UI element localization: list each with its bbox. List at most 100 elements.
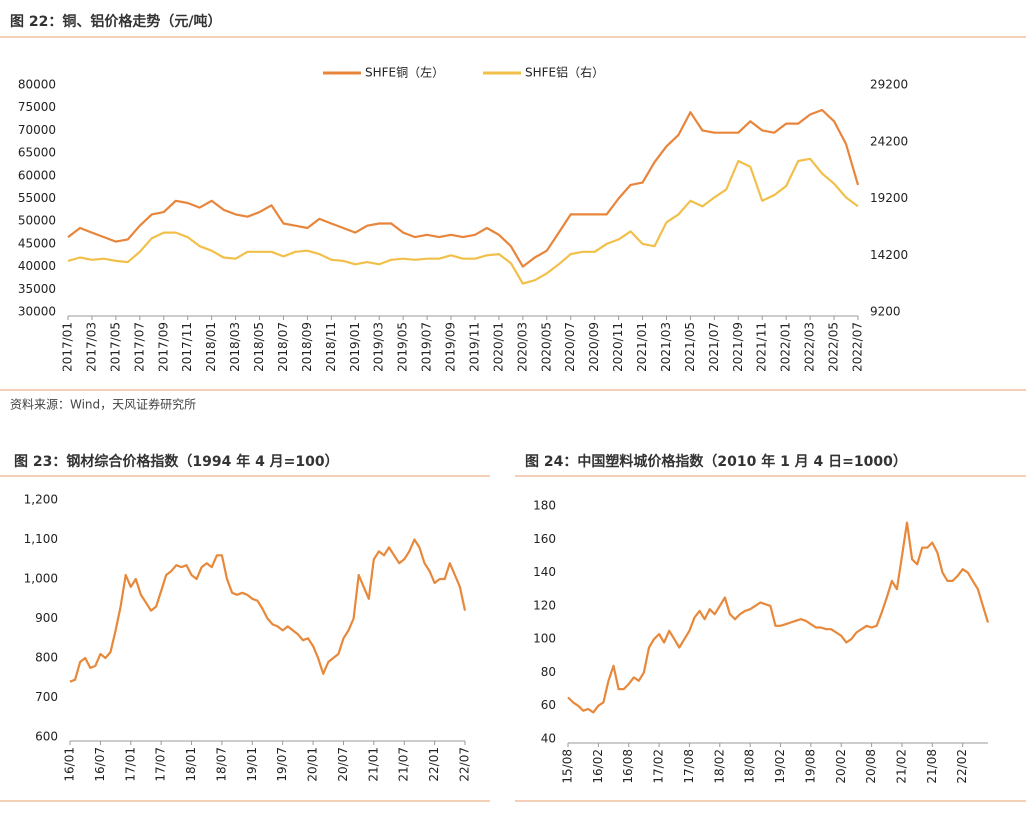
x-tick-label: 2017/09 <box>156 322 170 372</box>
y-tick-label: 160 <box>533 532 556 546</box>
x-tick-label: 2018/11 <box>324 322 338 372</box>
x-tick-label: 2021/03 <box>659 322 673 372</box>
y-tick-label: 80 <box>541 665 556 679</box>
chart-title: 图 24：中国塑料城价格指数（2010 年 1 月 4 日=1000） <box>525 453 907 470</box>
x-tick-label: 2021/01 <box>635 322 649 372</box>
y-tick-label: 1,200 <box>24 493 58 507</box>
x-tick-label: 2021/07 <box>707 322 721 372</box>
x-tick-label: 2018/01 <box>204 322 218 372</box>
y-tick-label: 65000 <box>18 146 56 160</box>
x-tick-label: 2019/11 <box>467 322 481 372</box>
x-tick-label: 16/07 <box>93 747 107 782</box>
x-tick-label: 2019/09 <box>444 322 458 372</box>
x-tick-label: 17/02 <box>652 749 666 784</box>
x-tick-label: 17/01 <box>123 747 137 782</box>
x-tick-label: 18/07 <box>214 747 228 782</box>
x-tick-label: 2020/01 <box>491 322 505 372</box>
x-tick-label: 2022/05 <box>827 322 841 372</box>
x-tick-label: 17/08 <box>682 749 696 784</box>
x-tick-label: 17/07 <box>154 747 168 782</box>
x-tick-label: 19/07 <box>275 747 289 782</box>
chart-title: 图 23：钢材综合价格指数（1994 年 4 月=100） <box>14 453 339 470</box>
x-tick-label: 2021/11 <box>755 322 769 372</box>
y-tick-label: 60 <box>541 698 556 712</box>
x-tick-label: 16/08 <box>621 749 635 784</box>
y-tick-label: 40 <box>541 732 556 746</box>
x-tick-label: 2019/05 <box>396 322 410 372</box>
x-tick-label: 2020/07 <box>563 322 577 372</box>
x-tick-label: 2020/11 <box>611 322 625 372</box>
y-tick-label: 45000 <box>18 236 56 250</box>
x-tick-label: 18/02 <box>712 749 726 784</box>
x-tick-label: 2020/05 <box>539 322 553 372</box>
y-tick-label: 700 <box>35 690 58 704</box>
x-tick-label: 16/01 <box>63 747 77 782</box>
y-tick-label: 60000 <box>18 168 56 182</box>
x-tick-label: 18/01 <box>184 747 198 782</box>
x-tick-label: 21/07 <box>397 747 411 782</box>
x-tick-label: 20/07 <box>336 747 350 782</box>
x-tick-label: 2017/05 <box>108 322 122 372</box>
x-tick-label: 2019/03 <box>372 322 386 372</box>
y2-tick-label: 14200 <box>870 248 908 262</box>
x-tick-label: 2017/07 <box>132 322 146 372</box>
y2-tick-label: 9200 <box>870 305 901 319</box>
x-tick-label: 20/02 <box>834 749 848 784</box>
x-tick-label: 15/08 <box>561 749 575 784</box>
x-tick-label: 2018/03 <box>228 322 242 372</box>
y-tick-label: 80000 <box>18 78 56 92</box>
x-tick-label: 2019/01 <box>348 322 362 372</box>
x-tick-label: 21/08 <box>925 749 939 784</box>
y-tick-label: 75000 <box>18 100 56 114</box>
y2-tick-label: 24200 <box>870 134 908 148</box>
x-tick-label: 21/01 <box>366 747 380 782</box>
x-tick-label: 2021/09 <box>731 322 745 372</box>
x-tick-label: 2020/03 <box>515 322 529 372</box>
x-tick-label: 19/08 <box>803 749 817 784</box>
y-tick-label: 120 <box>533 598 556 612</box>
x-tick-label: 2022/01 <box>779 322 793 372</box>
x-tick-label: 16/02 <box>591 749 605 784</box>
legend-label: SHFE铜（左） <box>365 65 444 80</box>
x-tick-label: 18/08 <box>743 749 757 784</box>
y-tick-label: 600 <box>35 730 58 744</box>
y-tick-label: 180 <box>533 499 556 513</box>
y2-tick-label: 19200 <box>870 191 908 205</box>
series-line <box>67 157 859 285</box>
y-tick-label: 35000 <box>18 282 56 296</box>
x-tick-label: 2022/03 <box>803 322 817 372</box>
chart-title: 图 22：铜、铝价格走势（元/吨） <box>10 13 221 30</box>
y-tick-label: 30000 <box>18 305 56 319</box>
y-tick-label: 1,100 <box>24 532 58 546</box>
x-tick-label: 2017/11 <box>180 322 194 372</box>
x-tick-label: 19/02 <box>773 749 787 784</box>
x-tick-label: 2019/07 <box>420 322 434 372</box>
x-tick-label: 21/02 <box>894 749 908 784</box>
x-tick-label: 20/08 <box>864 749 878 784</box>
y-tick-label: 70000 <box>18 123 56 137</box>
x-tick-label: 20/01 <box>306 747 320 782</box>
y-tick-label: 40000 <box>18 259 56 273</box>
legend-label: SHFE铝（右） <box>525 65 604 80</box>
series-line <box>67 108 860 268</box>
x-tick-label: 2018/05 <box>252 322 266 372</box>
x-tick-label: 2018/09 <box>300 322 314 372</box>
series-line <box>69 538 467 683</box>
y-tick-label: 55000 <box>18 191 56 205</box>
y2-tick-label: 29200 <box>870 78 908 92</box>
x-tick-label: 2020/09 <box>587 322 601 372</box>
x-tick-label: 22/01 <box>427 747 441 782</box>
source: 资料来源：Wind，天风证券研究所 <box>10 397 196 412</box>
y-tick-label: 100 <box>533 632 556 646</box>
x-tick-label: 19/01 <box>245 747 259 782</box>
y-tick-label: 140 <box>533 565 556 579</box>
series-line <box>567 521 990 714</box>
y-tick-label: 900 <box>35 611 58 625</box>
x-tick-label: 22/02 <box>955 749 969 784</box>
x-tick-label: 2017/01 <box>61 322 75 372</box>
x-tick-label: 2021/05 <box>683 322 697 372</box>
x-tick-label: 2018/07 <box>276 322 290 372</box>
y-tick-label: 50000 <box>18 214 56 228</box>
